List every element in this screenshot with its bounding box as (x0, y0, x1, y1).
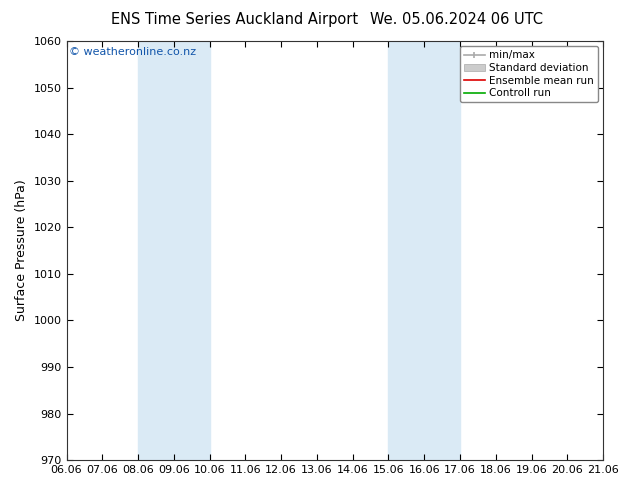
Text: © weatheronline.co.nz: © weatheronline.co.nz (69, 48, 197, 57)
Bar (138, 41, 210, 460)
Text: ENS Time Series Auckland Airport: ENS Time Series Auckland Airport (111, 12, 358, 27)
Y-axis label: Surface Pressure (hPa): Surface Pressure (hPa) (15, 180, 28, 321)
Legend: min/max, Standard deviation, Ensemble mean run, Controll run: min/max, Standard deviation, Ensemble me… (460, 46, 598, 102)
Text: We. 05.06.2024 06 UTC: We. 05.06.2024 06 UTC (370, 12, 543, 27)
Bar (389, 41, 460, 460)
